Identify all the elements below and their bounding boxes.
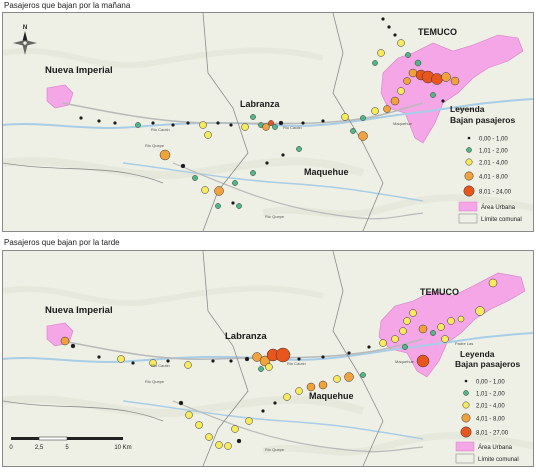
- legend-symbol-class4: [461, 413, 471, 423]
- legend-label: 8,01 - 27,00: [476, 431, 509, 437]
- map-svg-afternoon: Nueva Imperial Labranza TEMUCO Maquehue …: [3, 251, 533, 466]
- scale-tick: 5: [65, 445, 69, 451]
- legend-label: 2,01 - 4,00: [476, 404, 505, 410]
- legend-title: Leyenda: [460, 349, 495, 359]
- small-label: Rio Quepe: [145, 143, 165, 148]
- legend-label: 2,01 - 4,00: [479, 161, 508, 167]
- legend-symbol-urban: [455, 441, 475, 452]
- passenger-points-morning: [79, 17, 460, 209]
- small-label: Padre Las: [455, 106, 473, 111]
- legend-label: 4,01 - 8,00: [476, 417, 505, 423]
- legend-label: 8,01 - 24,00: [479, 190, 512, 196]
- commune-limit: [3, 162, 164, 184]
- legend-symbol-limit: [455, 453, 475, 464]
- scale-tick: 0: [9, 445, 13, 451]
- small-label: Maquehue: [393, 121, 413, 126]
- legend-label: 1,01 - 2,00: [476, 392, 505, 398]
- legend-symbol-class5: [463, 185, 475, 197]
- legend-label: Límite comunal: [478, 457, 519, 463]
- urban-area-temuco: [378, 272, 526, 378]
- small-label: Rio Quepe: [145, 379, 165, 384]
- commune-limit: [202, 13, 249, 231]
- legend-label: 1,01 - 2,00: [479, 149, 508, 155]
- label-nueva-imperial: Nueva Imperial: [45, 65, 113, 76]
- river-quepe: [122, 400, 424, 440]
- legend-symbol-limit: [458, 213, 478, 224]
- legend-symbol-class2: [463, 390, 469, 396]
- label-labranza: Labranza: [240, 99, 281, 109]
- legend-symbol-class3: [465, 158, 473, 166]
- legend-afternoon: Leyenda Bajan pasajeros 0,00 - 1,00 1,01…: [455, 349, 520, 464]
- small-label: Rio Cautin: [287, 361, 306, 366]
- scale-bar: 0 2,5 5 10 Km: [9, 436, 132, 451]
- small-label: Rio Cautin: [151, 363, 170, 368]
- passenger-points-afternoon: [60, 278, 498, 450]
- commune-limit: [332, 251, 384, 466]
- legend-symbol-class1: [467, 136, 471, 140]
- legend-symbol-class1: [464, 379, 468, 383]
- legend-subtitle: Bajan pasajeros: [450, 115, 515, 125]
- map-svg-morning: N: [3, 13, 533, 231]
- legend-symbol-class5: [460, 426, 472, 438]
- label-temuco: TEMUCO: [418, 27, 457, 37]
- legend-label: Área Urbana: [478, 444, 513, 451]
- scale-tick: 10 Km: [114, 445, 131, 451]
- label-temuco: TEMUCO: [420, 287, 459, 297]
- north-label: N: [23, 25, 27, 31]
- scale-tick: 2,5: [35, 445, 44, 451]
- road-south: [172, 162, 424, 220]
- small-label: Padre Las: [455, 341, 473, 346]
- legend-symbol-class4: [464, 171, 474, 181]
- small-label: Rio Cautin: [151, 127, 170, 132]
- small-label: Rio Quepe: [265, 214, 285, 219]
- north-arrow: N: [13, 25, 37, 55]
- legend-subtitle: Bajan pasajeros: [455, 359, 520, 369]
- legend-symbol-class2: [466, 147, 472, 153]
- legend-label: Área Urbana: [481, 204, 516, 211]
- legend-symbol-urban: [458, 201, 478, 212]
- map-panel-morning: N: [2, 12, 534, 232]
- legend-label: 4,01 - 8,00: [479, 175, 508, 181]
- commune-limit: [202, 251, 249, 466]
- map-caption-afternoon: Pasajeros que bajan por la tarde: [4, 238, 120, 247]
- map-panel-afternoon: Nueva Imperial Labranza TEMUCO Maquehue …: [2, 250, 534, 467]
- legend-label: 0,00 - 1,00: [476, 380, 505, 386]
- legend-title: Leyenda: [450, 104, 485, 114]
- label-nueva-imperial: Nueva Imperial: [45, 305, 113, 316]
- legend-symbol-class3: [462, 401, 470, 409]
- small-label: Rio Cautin: [283, 125, 302, 130]
- label-labranza: Labranza: [225, 331, 267, 342]
- legend-morning: Leyenda Bajan pasajeros 0,00 - 1,00 1,01…: [450, 104, 522, 224]
- small-label: Maquehue: [395, 359, 415, 364]
- commune-limit: [3, 400, 164, 422]
- small-label: Rio Quepe: [265, 447, 285, 452]
- legend-label: 0,00 - 1,00: [479, 137, 508, 143]
- label-maquehue: Maquehue: [304, 167, 349, 177]
- legend-label: Límite comunal: [481, 217, 522, 223]
- map-caption-morning: Pasajeros que bajan por la mañana: [4, 1, 131, 10]
- road-south: [172, 400, 424, 453]
- label-maquehue: Maquehue: [309, 391, 354, 401]
- river-quepe: [122, 162, 424, 202]
